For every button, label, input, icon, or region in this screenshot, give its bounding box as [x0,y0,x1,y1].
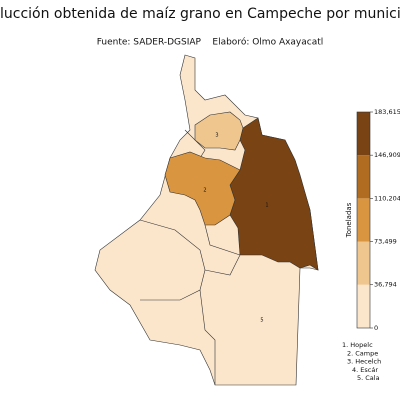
municipality-label: 5 [260,318,263,324]
municipality [194,111,244,151]
colorbar-bin [357,155,370,199]
municipal-border [184,129,206,159]
municipal-border [199,289,216,385]
colorbar-tick-label: 183,615 [374,108,400,116]
municipal-border [204,254,241,276]
colorbar-tick-label: 146,909 [374,151,400,159]
map-title: lucción obtenida de maíz grano en Campec… [0,6,400,22]
municipality [229,117,319,271]
colorbar-tick-label: 36,794 [374,281,397,289]
colorbar-tick-label: 0 [374,324,378,332]
colorbar-tick-label: 73,499 [374,238,397,246]
municipality [164,151,241,226]
municipality-label: 2 [203,188,206,194]
municipality-label: 3 [215,133,218,139]
colorbar-bin [357,284,370,328]
colorbar-bin [357,241,370,285]
municipality-label: 1 [265,203,268,209]
colorbar-label: Toneladas [345,202,353,238]
municipal-border [139,219,206,301]
colorbar-tick-label: 110,204 [374,194,400,202]
legend-entry: 4. Escár [352,366,378,374]
map-subtitle: Fuente: SADER-DGSIAP Elaboró: Olmo Axaya… [97,37,324,48]
legend-entry: 2. Campe [347,349,378,357]
colorbar-bin [357,198,370,242]
legend-entry: 1. Hopelc [342,341,373,349]
legend-entry: 5. Cala [357,374,380,382]
colorbar-frame [356,111,371,329]
municipal-border [204,224,241,256]
legend-entry: 3. Hecelch [347,358,381,366]
colorbar-bin [357,112,370,156]
